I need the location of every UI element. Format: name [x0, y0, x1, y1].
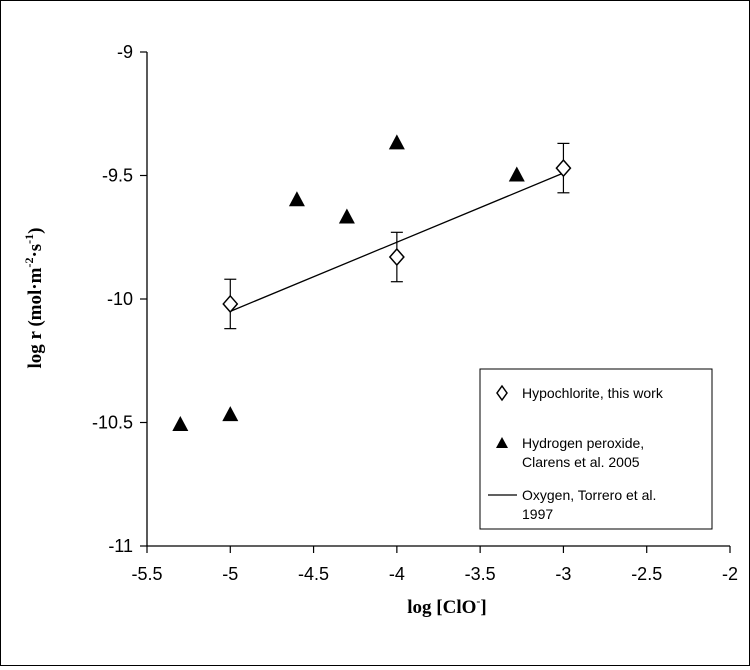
- x-tick-label: -2: [722, 564, 738, 584]
- hypochlorite-point: [555, 158, 572, 178]
- legend-diamond-marker: [496, 384, 508, 402]
- x-axis-title: log [ClO-]: [407, 594, 486, 618]
- legend-box: [479, 368, 713, 530]
- legend-label-oxygen-line2: 1997: [522, 506, 553, 522]
- x-axis-ticks: -5.5 -5 -4.5 -4 -3.5 -3 -2.5 -2: [131, 546, 738, 584]
- y-axis-title: log r (mol·m-2·s-1): [22, 227, 46, 368]
- y-tick-label: -11: [108, 536, 133, 556]
- hypochlorite-point: [388, 247, 405, 267]
- x-tick-label: -4: [389, 564, 405, 584]
- hydrogen-peroxide-point: [388, 134, 405, 150]
- legend-label-hydrogen-peroxide-line1: Hydrogen peroxide,: [522, 435, 644, 451]
- hydrogen-peroxide-point: [288, 191, 305, 207]
- hydrogen-peroxide-point: [508, 166, 525, 182]
- x-tick-label: -3: [555, 564, 571, 584]
- y-tick-label: -10: [107, 289, 133, 309]
- x-tick-label: -5.5: [131, 564, 162, 584]
- legend-label-hydrogen-peroxide-line2: Clarens et al. 2005: [522, 454, 640, 470]
- hydrogen-peroxide-point: [222, 406, 239, 422]
- legend-label-oxygen-line1: Oxygen, Torrero et al.: [522, 487, 656, 503]
- y-tick-label: -9: [117, 42, 133, 62]
- x-tick-label: -2.5: [631, 564, 662, 584]
- y-tick-label: -9.5: [102, 166, 133, 186]
- y-axis-ticks: -9 -9.5 -10 -10.5 -11: [92, 42, 147, 556]
- legend-triangle-marker: [496, 437, 508, 448]
- x-tick-label: -5: [222, 564, 238, 584]
- legend: Hypochlorite, this work Hydrogen peroxid…: [479, 368, 713, 530]
- hydrogen-peroxide-point: [172, 415, 189, 431]
- hypochlorite-point: [222, 294, 239, 314]
- legend-label-hypochlorite: Hypochlorite, this work: [522, 385, 664, 401]
- x-tick-label: -4.5: [298, 564, 329, 584]
- hydrogen-peroxide-point: [338, 208, 355, 224]
- x-tick-label: -3.5: [465, 564, 496, 584]
- data-marks: [172, 134, 572, 431]
- y-tick-label: -10.5: [92, 413, 133, 433]
